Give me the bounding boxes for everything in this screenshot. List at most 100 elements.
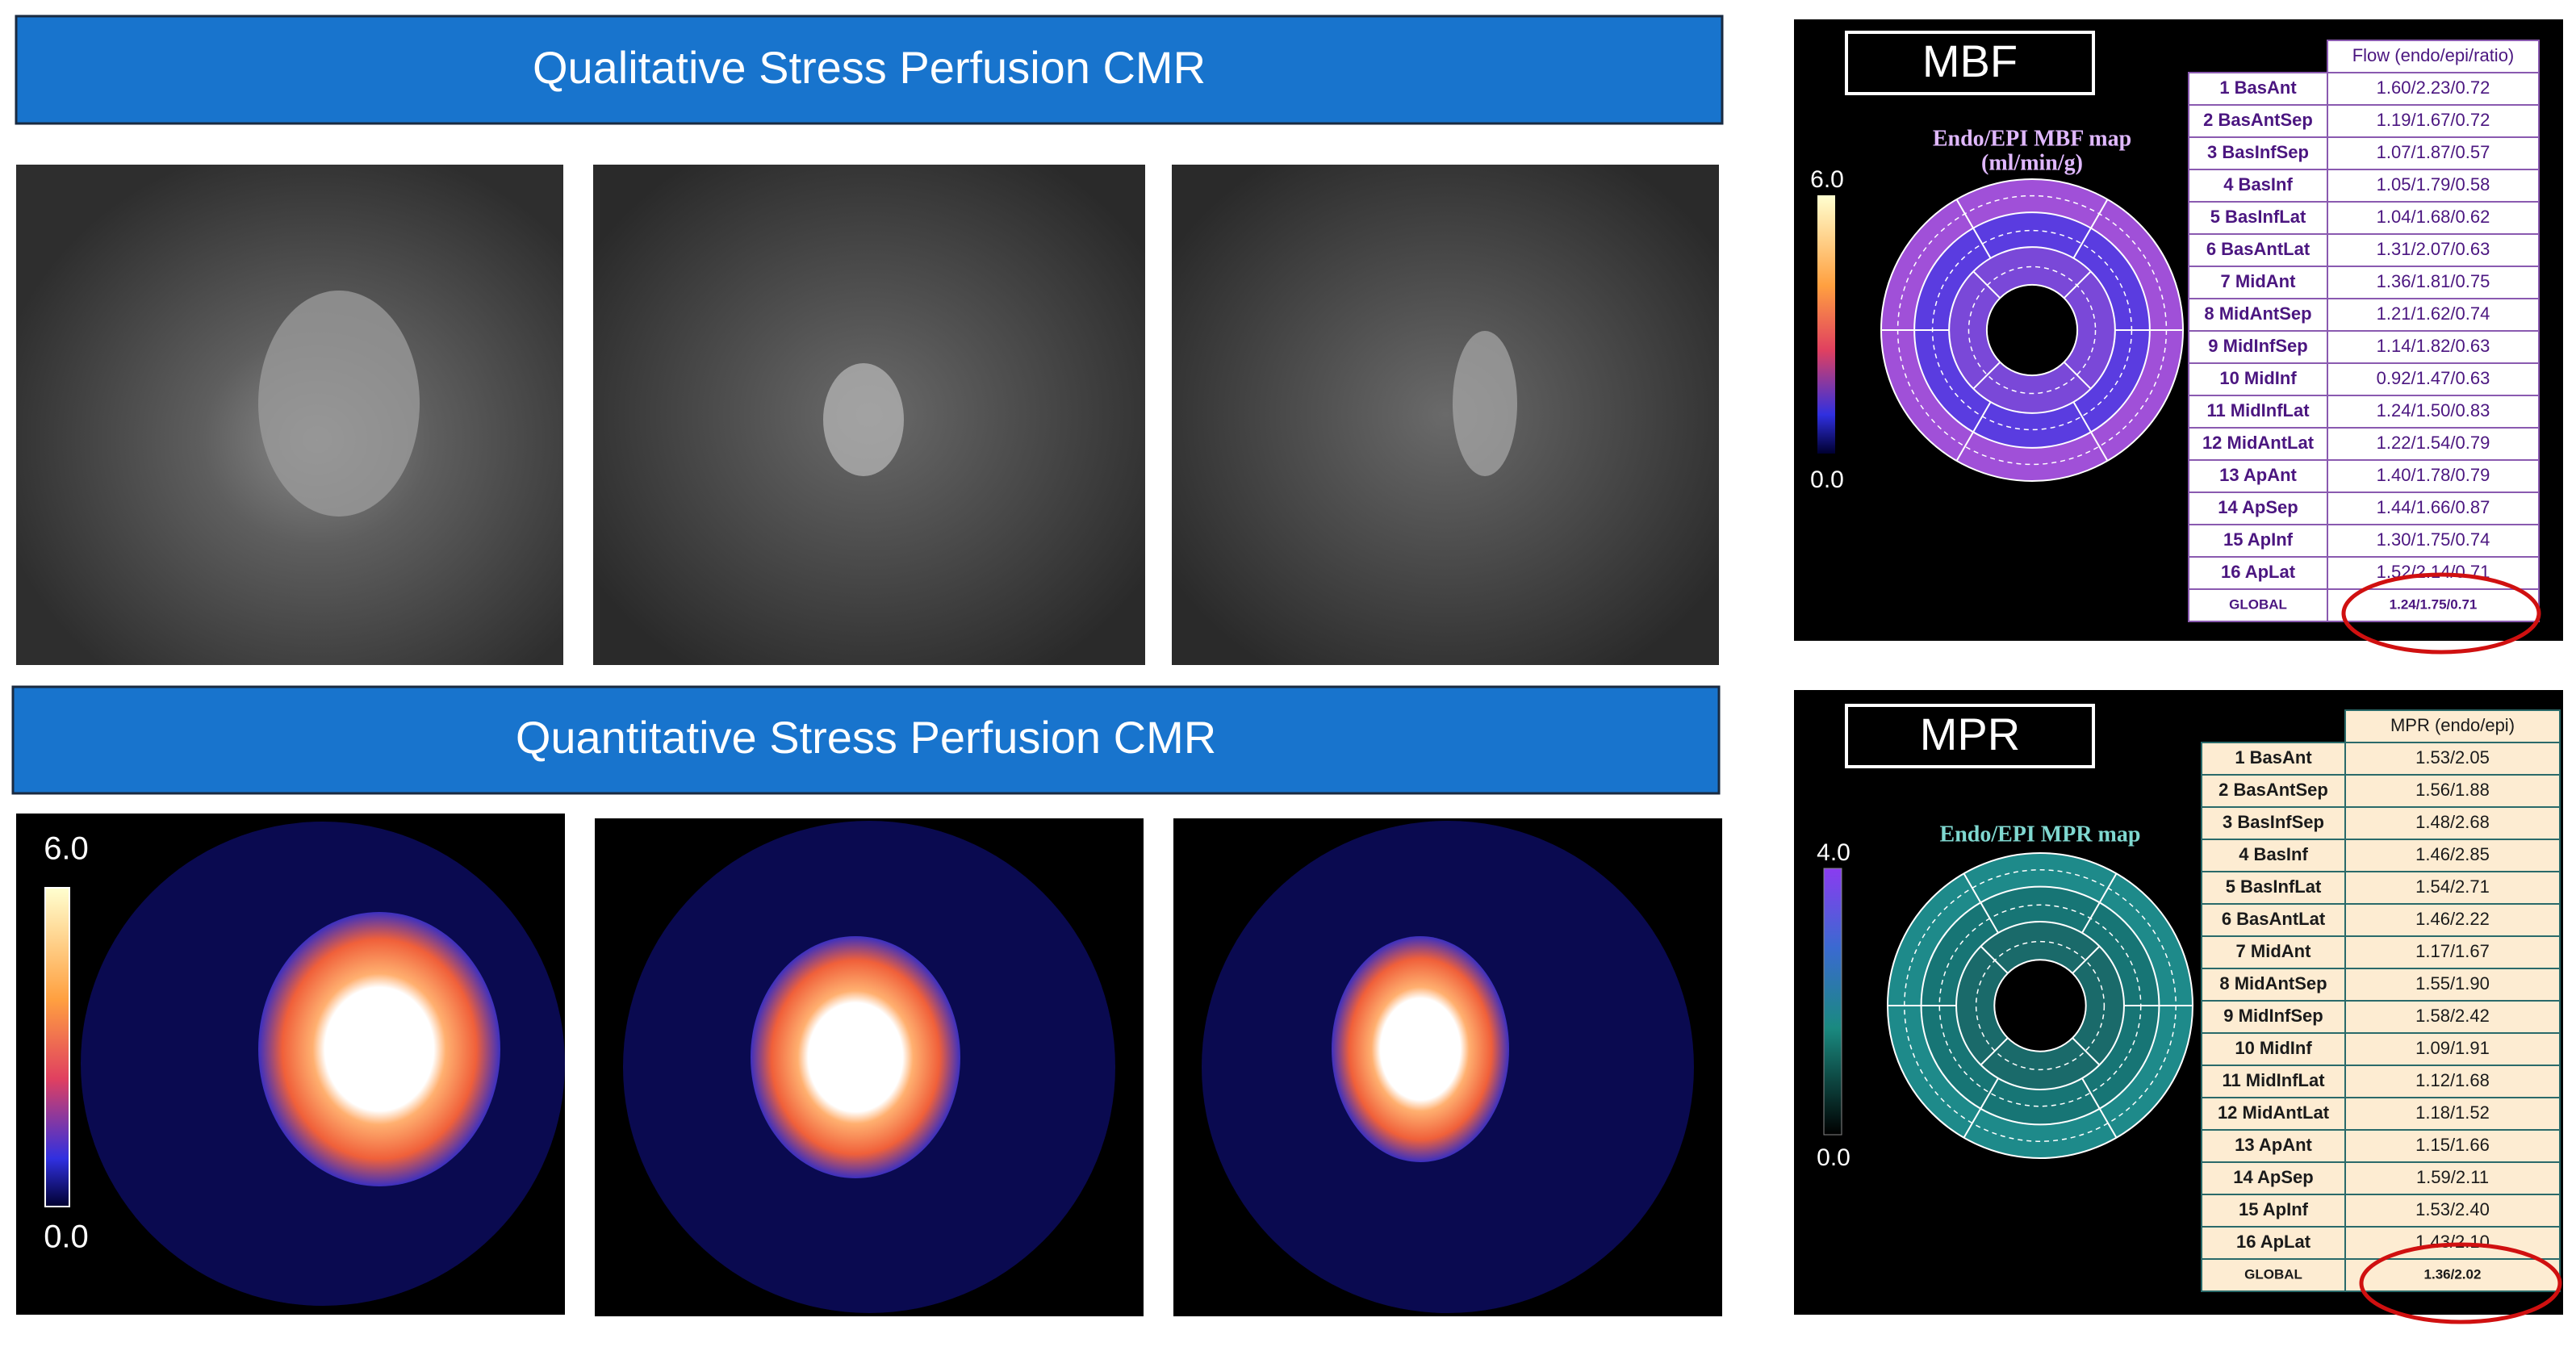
segment-label: 4 BasInf [2239, 844, 2308, 864]
segment-value: 1.05/1.79/0.58 [2377, 174, 2490, 195]
table-cell [2327, 169, 2540, 203]
bullseye-spoke [2063, 361, 2092, 390]
table-cell [2344, 1065, 2561, 1098]
map-title: Endo/EPI MBF map [1933, 126, 2131, 151]
segment-value: 1.14/1.82/0.63 [2377, 336, 2490, 356]
table-cell [2201, 1258, 2346, 1292]
map-title: Endo/EPI MPR map [1940, 822, 2141, 847]
segment-label: 7 MidAnt [2236, 941, 2312, 961]
banner-title: Quantitative Stress Perfusion CMR [516, 712, 1216, 763]
highlight-circle [2341, 572, 2541, 655]
table-cell [2201, 1161, 2346, 1195]
table-cell [2188, 266, 2328, 299]
segment-value: 1.55/1.90 [2415, 973, 2490, 993]
table-cell [2327, 72, 2540, 106]
grey-images [16, 165, 1719, 665]
bullseye-spoke [1972, 361, 2001, 390]
segment-label: 13 ApAnt [2235, 1135, 2312, 1155]
table-cell [2344, 1000, 2561, 1034]
segment-label: 6 BasAntLat [2222, 909, 2326, 929]
table-cell [2344, 968, 2561, 1002]
segment-value: 1.09/1.91 [2415, 1038, 2490, 1058]
bullseye-divider [1975, 940, 2106, 1071]
table-cell [2188, 104, 2328, 138]
scale-min: 0.0 [1810, 466, 1844, 493]
table-cell [2201, 968, 2346, 1002]
segment-label: 11 MidInfLat [2206, 400, 2310, 420]
segment-label: 1 BasAnt [2219, 77, 2297, 98]
mpr-panel: MPR Endo/EPI MPR map 4.0 0.0 MPR (endo/e… [1794, 690, 2563, 1324]
table-cell [2327, 201, 2540, 235]
bullseye-spoke [1963, 872, 1999, 934]
table-cell [2327, 233, 2540, 267]
table-cell [2188, 201, 2328, 235]
segment-label: GLOBAL [2244, 1266, 2302, 1282]
highlight-circle [2359, 1242, 2562, 1324]
banner: Qualitative Stress Perfusion CMR [15, 15, 1724, 125]
segment-value: 1.19/1.67/0.72 [2377, 110, 2490, 130]
segment-value: 1.46/2.85 [2415, 844, 2490, 864]
segment-value: 1.46/2.22 [2415, 909, 2490, 929]
segment-label: 14 ApSep [2233, 1167, 2313, 1187]
table-cell [2327, 298, 2540, 332]
table-cell [2327, 524, 2540, 558]
segment-value: 0.92/1.47/0.63 [2377, 368, 2490, 388]
segment-label: 9 MidInfSep [2223, 1006, 2323, 1026]
segment-label: 6 BasAntLat [2206, 239, 2310, 259]
bullseye-hole [1985, 283, 2079, 377]
bullseye-hole [1993, 959, 2087, 1052]
segment-value: 1.30/1.75/0.74 [2377, 529, 2490, 550]
segment-label: 12 MidAntLat [2218, 1102, 2330, 1123]
table-cell [2201, 871, 2346, 905]
scale-max: 4.0 [1817, 839, 1850, 866]
table-cell [2344, 1129, 2561, 1163]
bullseye-spoke [2072, 199, 2109, 259]
banner-title: Qualitative Stress Perfusion CMR [533, 42, 1206, 93]
segment-value: 1.31/2.07/0.63 [2377, 239, 2490, 259]
table-cell [2344, 1161, 2561, 1195]
bullseye-spoke [1955, 199, 1992, 259]
table-cell [2188, 459, 2328, 493]
segment-label: 12 MidAntLat [2202, 433, 2315, 453]
table-cell [2201, 1129, 2346, 1163]
bullseye-spoke [2081, 1077, 2118, 1139]
panel-title: MPR [1920, 709, 2020, 759]
mbf-panel: MBF Endo/EPI MBF map (ml/min/g) 6.0 0.0 … [1794, 19, 2563, 655]
table-cell [2344, 1097, 2561, 1131]
segment-value: 1.07/1.87/0.57 [2377, 142, 2490, 162]
bullseye-spoke [1955, 401, 1992, 462]
segment-value: 1.24/1.75/0.71 [2390, 596, 2478, 612]
table-cell [2201, 1032, 2346, 1066]
segment-label: 15 ApInf [2239, 1199, 2309, 1219]
segment-value: 1.53/2.40 [2415, 1199, 2490, 1219]
segment-label: 2 BasAntSep [2218, 780, 2328, 800]
bullseye-spoke [1980, 945, 2009, 974]
segment-label: 16 ApLat [2236, 1232, 2311, 1252]
table-header-cell [2327, 40, 2540, 73]
bullseye-spoke [2063, 270, 2092, 299]
table-header: MPR (endo/epi) [2390, 715, 2515, 735]
bullseye-divider [1968, 266, 2097, 395]
table-cell [2327, 459, 2540, 493]
segment-label: 8 MidAntSep [2204, 303, 2311, 324]
segment-value: 1.17/1.67 [2415, 941, 2490, 961]
segment-label: 1 BasAnt [2235, 747, 2312, 768]
table-cell [2201, 839, 2346, 872]
scale-min: 0.0 [44, 1219, 89, 1255]
segment-label: 15 ApInf [2223, 529, 2294, 550]
segment-value: 1.24/1.50/0.83 [2377, 400, 2490, 420]
segment-value: 1.40/1.78/0.79 [2377, 465, 2490, 485]
table-cell [2344, 742, 2561, 776]
segment-value: 1.54/2.71 [2415, 876, 2490, 897]
segment-label: 9 MidInfSep [2208, 336, 2307, 356]
table-cell [2344, 839, 2561, 872]
table-cell [2188, 72, 2328, 106]
segment-value: 1.22/1.54/0.79 [2377, 433, 2490, 453]
table-cell [2201, 1065, 2346, 1098]
perfusion-maps: 6.0 0.0 [16, 814, 1722, 1316]
table-cell [2344, 871, 2561, 905]
table-cell [2327, 330, 2540, 364]
bullseye-spoke [1972, 270, 2001, 299]
table-cell [2344, 903, 2561, 937]
segment-label: 10 MidInf [2219, 368, 2297, 388]
